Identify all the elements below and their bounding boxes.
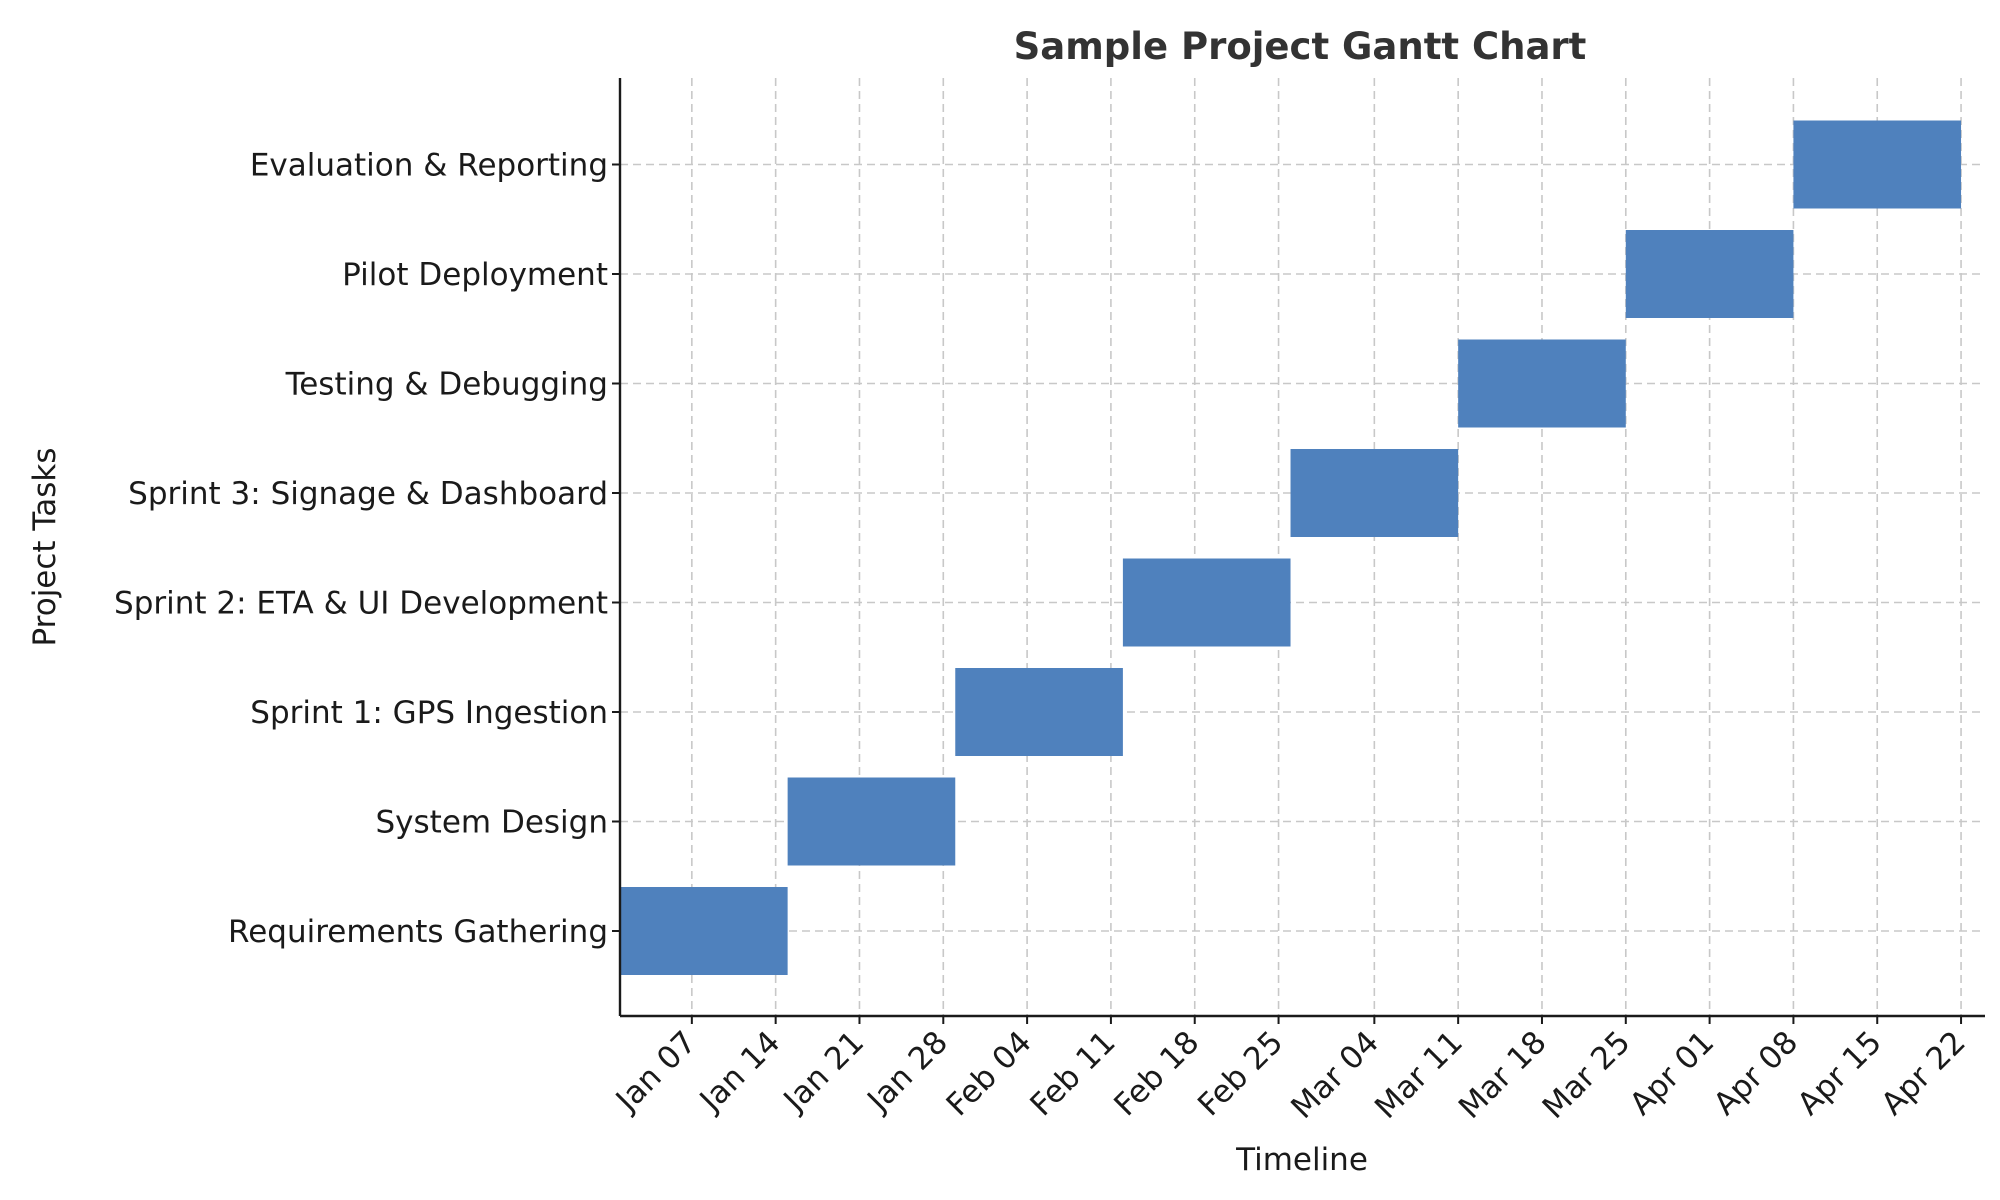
y-tick-label: Testing & Debugging — [285, 367, 608, 403]
x-tick-label: Apr 22 — [1874, 1024, 1972, 1122]
x-tick-label: Apr 01 — [1623, 1024, 1721, 1122]
task-bar — [1625, 230, 1794, 318]
task-bar — [620, 887, 788, 975]
x-tick-label: Feb 04 — [940, 1024, 1039, 1123]
x-tick-label: Mar 18 — [1452, 1024, 1554, 1126]
x-tick-label: Apr 15 — [1791, 1024, 1889, 1122]
task-bar — [1290, 449, 1459, 537]
x-tick-label: Jan 07 — [608, 1024, 704, 1120]
y-axis-label: Project Tasks — [27, 448, 63, 647]
y-tick-label: Pilot Deployment — [342, 257, 608, 293]
y-tick-label: Sprint 3: Signage & Dashboard — [128, 476, 608, 512]
y-tick-label: Sprint 2: ETA & UI Development — [114, 586, 608, 622]
x-tick-label: Mar 25 — [1536, 1024, 1638, 1126]
task-bar — [1458, 339, 1626, 428]
x-tick-label: Jan 21 — [776, 1024, 872, 1120]
task-bar — [787, 777, 956, 866]
y-tick-label: System Design — [376, 805, 609, 841]
y-tick-label: Sprint 1: GPS Ingestion — [250, 695, 608, 731]
chart-title: Sample Project Gantt Chart — [1014, 25, 1587, 68]
x-tick-label: Jan 14 — [692, 1024, 788, 1120]
task-bar — [1122, 558, 1291, 647]
y-tick-label: Requirements Gathering — [228, 914, 608, 950]
grid-layer — [620, 78, 1985, 1016]
bar-layer — [620, 120, 1962, 975]
x-tick-label: Feb 11 — [1023, 1024, 1122, 1123]
y-tick-layer: Requirements Gathering System Design Sprin… — [114, 148, 620, 950]
x-tick-label: Feb 18 — [1107, 1024, 1206, 1123]
task-bar — [1793, 120, 1962, 209]
task-bar — [955, 668, 1123, 756]
x-tick-label: Feb 25 — [1191, 1024, 1290, 1123]
x-axis-label: Timeline — [1235, 1142, 1368, 1178]
x-tick-label: Apr 08 — [1707, 1024, 1805, 1122]
x-tick-label: Mar 04 — [1284, 1024, 1386, 1126]
x-tick-label: Jan 28 — [859, 1024, 955, 1120]
y-tick-label: Evaluation & Reporting — [250, 148, 608, 184]
x-tick-label: Mar 11 — [1368, 1024, 1470, 1126]
axis-layer — [618, 78, 1985, 1018]
